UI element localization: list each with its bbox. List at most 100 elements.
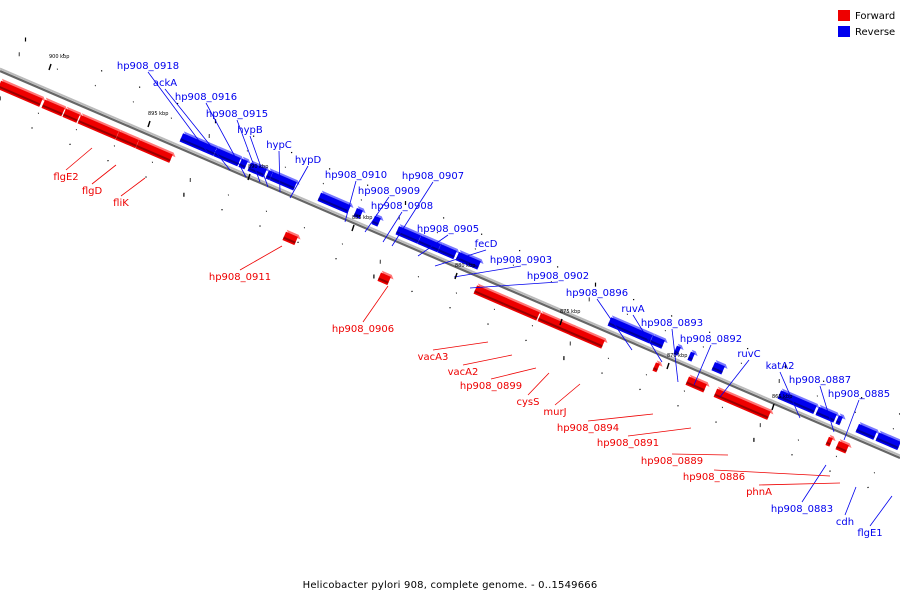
forward-gene-block bbox=[62, 106, 83, 123]
gene-label-hp908-0905: hp908_0905 bbox=[417, 224, 479, 257]
gene-label-acka: ackA bbox=[153, 78, 231, 171]
forward-gene-block bbox=[569, 324, 608, 349]
axis-line bbox=[0, 69, 900, 460]
kbp-marker: 895 kbp bbox=[147, 111, 168, 128]
forward-gene-block bbox=[135, 138, 176, 163]
gene-label-ruva: ruvA bbox=[621, 304, 663, 363]
gene-label-hp908-0918: hp908_0918 bbox=[117, 61, 209, 154]
forward-gene-block bbox=[77, 113, 122, 140]
gene-label-ruvc: ruvC bbox=[719, 349, 761, 398]
forward-gene-block bbox=[473, 283, 510, 307]
gene-label-hp908-0909: hp908_0909 bbox=[358, 186, 420, 233]
reverse-gene-block bbox=[777, 388, 820, 415]
gene-label-hp908-0907: hp908_0907 bbox=[391, 171, 464, 247]
gene-label-murj: murJ bbox=[543, 383, 581, 418]
forward-gene-block bbox=[825, 434, 836, 447]
legend: Forward Reverse bbox=[838, 10, 895, 38]
gene-name: ruvA bbox=[621, 304, 644, 315]
kbp-marker: 870 kbp bbox=[666, 353, 687, 370]
gene-label-hp908-0883: hp908_0883 bbox=[771, 464, 833, 515]
gene-name: hp908_0915 bbox=[206, 109, 268, 120]
gene-name: hp908_0909 bbox=[358, 186, 420, 197]
gene-name: hp908_0887 bbox=[789, 375, 851, 386]
gene-name: hp908_0892 bbox=[680, 334, 742, 345]
gene-name: hypC bbox=[266, 140, 292, 151]
gene-name: flgE1 bbox=[857, 528, 882, 539]
gene-name: hp908_0905 bbox=[417, 224, 479, 235]
legend-swatch bbox=[838, 10, 850, 21]
gene-name: ackA bbox=[153, 78, 177, 89]
kbp-marker: 900 kbp bbox=[48, 54, 69, 71]
gene-label-hp908-0887: hp908_0887 bbox=[789, 375, 851, 433]
gene-label-hp908-0911: hp908_0911 bbox=[209, 245, 283, 283]
gene-name: hp908_0906 bbox=[332, 324, 394, 335]
gene-name: hp908_0911 bbox=[209, 272, 271, 283]
gene-name: katA2 bbox=[766, 361, 795, 372]
forward-gene-block bbox=[377, 270, 394, 286]
kbp-marker: 890 kbp bbox=[247, 164, 268, 181]
gene-name: hp908_0896 bbox=[566, 288, 628, 299]
gene-label-hp908-0899: hp908_0899 bbox=[460, 367, 537, 392]
gene-name: hp908_0903 bbox=[490, 255, 552, 266]
forward-gene-block bbox=[282, 229, 301, 246]
gene-blocks bbox=[0, 78, 900, 454]
kbp-label: 885 kbp bbox=[352, 215, 372, 221]
gene-name: hp908_0886 bbox=[683, 472, 745, 483]
reverse-gene-block bbox=[213, 145, 244, 167]
gene-label-hp908-0885: hp908_0885 bbox=[828, 389, 890, 441]
gene-name: hp908_0908 bbox=[371, 201, 433, 212]
kbp-label: 880 kbp bbox=[455, 263, 475, 269]
gene-name: cdh bbox=[836, 517, 854, 528]
gene-name: ruvC bbox=[737, 349, 760, 360]
reverse-gene-block bbox=[437, 242, 460, 260]
reverse-gene-block bbox=[317, 190, 354, 214]
kbp-marker: 865 kbp bbox=[771, 394, 792, 411]
gene-label-hypd: hypD bbox=[289, 155, 321, 199]
forward-gene-block bbox=[41, 97, 68, 117]
gene-label-hp908-0886: hp908_0886 bbox=[683, 469, 831, 483]
gene-name: flgD bbox=[82, 186, 103, 197]
legend-label: Forward bbox=[855, 11, 895, 22]
forward-gene-block bbox=[652, 360, 663, 373]
kbp-marker: 875 kbp bbox=[559, 309, 580, 326]
gene-name: hp908_0910 bbox=[325, 170, 387, 181]
gene-name: hp908_0885 bbox=[828, 389, 890, 400]
legend-label: Reverse bbox=[855, 27, 895, 38]
gene-label-hypc: hypC bbox=[266, 140, 292, 193]
reverse-gene-block bbox=[353, 206, 366, 219]
gene-name: hp908_0918 bbox=[117, 61, 179, 72]
gene-name: hp908_0902 bbox=[527, 271, 589, 282]
kbp-marker: 880 kbp bbox=[454, 263, 475, 280]
gene-label-hp908-0915: hp908_0915 bbox=[206, 109, 268, 183]
reverse-gene-block bbox=[455, 249, 484, 270]
gene-label-hp908-0893: hp908_0893 bbox=[641, 318, 703, 383]
gene-label-hp908-0894: hp908_0894 bbox=[557, 413, 654, 434]
gene-label-hypb: hypB bbox=[237, 125, 269, 188]
gene-label-kata2: katA2 bbox=[766, 361, 801, 419]
gene-name: fecD bbox=[475, 239, 498, 250]
gene-label-hp908-0908: hp908_0908 bbox=[371, 201, 433, 243]
gene-name: hp908_0894 bbox=[557, 423, 619, 434]
reverse-gene-block bbox=[417, 233, 444, 253]
legend-item-forward: Forward bbox=[838, 10, 895, 22]
gene-label-flge2: flgE2 bbox=[53, 147, 93, 183]
caption: Helicobacter pylori 908, complete genome… bbox=[303, 580, 598, 591]
forward-gene-block bbox=[835, 439, 852, 454]
legend-swatch bbox=[838, 26, 850, 37]
gene-name: vacA3 bbox=[418, 352, 449, 363]
reverse-gene-block bbox=[687, 349, 698, 362]
gene-label-hp908-0891: hp908_0891 bbox=[597, 427, 692, 449]
gene-name: vacA2 bbox=[448, 367, 479, 378]
gene-label-hp908-0896: hp908_0896 bbox=[566, 288, 633, 351]
forward-gene-block bbox=[0, 78, 46, 107]
gene-name: hp908_0916 bbox=[175, 92, 237, 103]
gene-name: hp908_0891 bbox=[597, 438, 659, 449]
gene-name: cysS bbox=[517, 397, 540, 408]
forward-gene-block bbox=[537, 310, 578, 336]
gene-name: hp908_0883 bbox=[771, 504, 833, 515]
legend-item-reverse: Reverse bbox=[838, 26, 895, 38]
gene-label-fecd: fecD bbox=[434, 239, 498, 267]
gene-label-cdh: cdh bbox=[836, 486, 857, 528]
kbp-label: 865 kbp bbox=[772, 394, 792, 400]
